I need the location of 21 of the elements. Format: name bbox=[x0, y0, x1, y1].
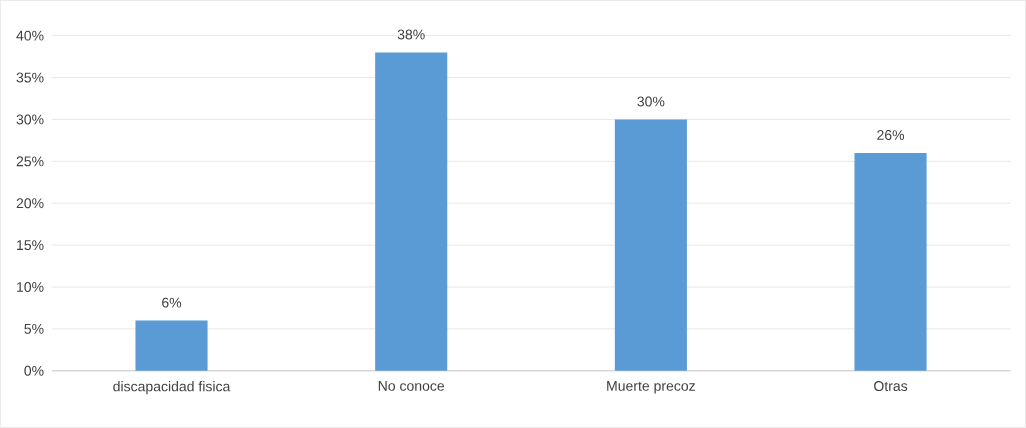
bar bbox=[614, 119, 687, 371]
x-tick-label: No conoce bbox=[378, 381, 445, 391]
data-label: 38% bbox=[397, 29, 425, 40]
bar bbox=[375, 52, 448, 371]
y-tick-label: 35% bbox=[16, 72, 44, 83]
y-tick-label: 30% bbox=[16, 114, 44, 125]
bar bbox=[135, 320, 208, 371]
y-tick-label: 15% bbox=[17, 240, 44, 251]
y-tick-label: 5% bbox=[24, 324, 44, 334]
data-label: 30% bbox=[637, 96, 665, 107]
x-tick-label: Otras bbox=[874, 381, 908, 392]
bar bbox=[854, 153, 927, 371]
y-tick-label: 10% bbox=[17, 282, 44, 293]
data-label: 26% bbox=[877, 130, 905, 141]
y-tick-label: 20% bbox=[16, 198, 44, 209]
x-tick-label: discapacidad fisica bbox=[113, 381, 231, 395]
y-tick-label: 0% bbox=[24, 365, 44, 376]
y-tick-label: 40% bbox=[16, 30, 44, 41]
data-label: 6% bbox=[162, 297, 182, 308]
x-tick-label: Muerte precoz bbox=[607, 381, 695, 394]
y-tick-label: 25% bbox=[16, 156, 44, 167]
